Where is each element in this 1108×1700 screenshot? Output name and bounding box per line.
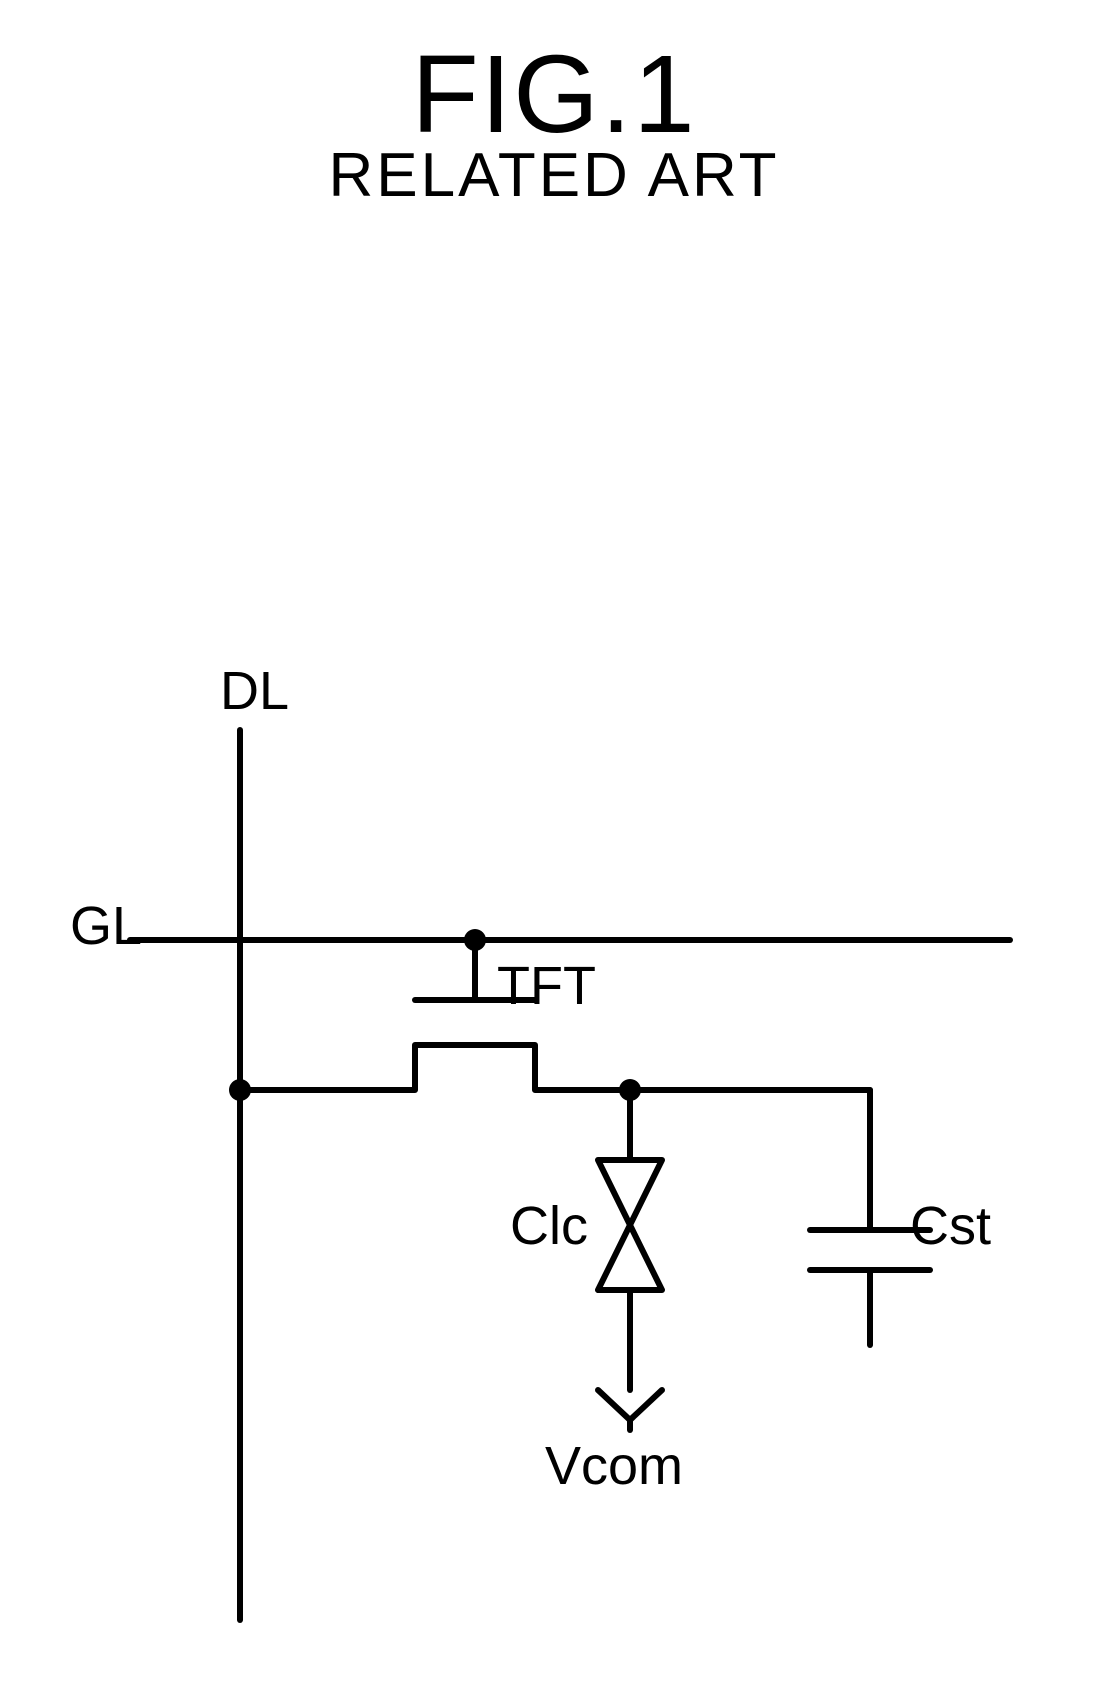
circuit-schematic [0,600,1108,1700]
page: FIG.1 RELATED ART DL GL TFT Clc Cst Vcom [0,0,1108,1677]
figure-title: FIG.1 [0,40,1108,150]
figure-heading: FIG.1 RELATED ART [0,40,1108,211]
node-drain [229,1079,251,1101]
tft-body-path [240,1045,630,1090]
clc-symbol [598,1160,662,1290]
figure-subtitle: RELATED ART [0,140,1108,211]
vcom-terminal [598,1390,662,1420]
